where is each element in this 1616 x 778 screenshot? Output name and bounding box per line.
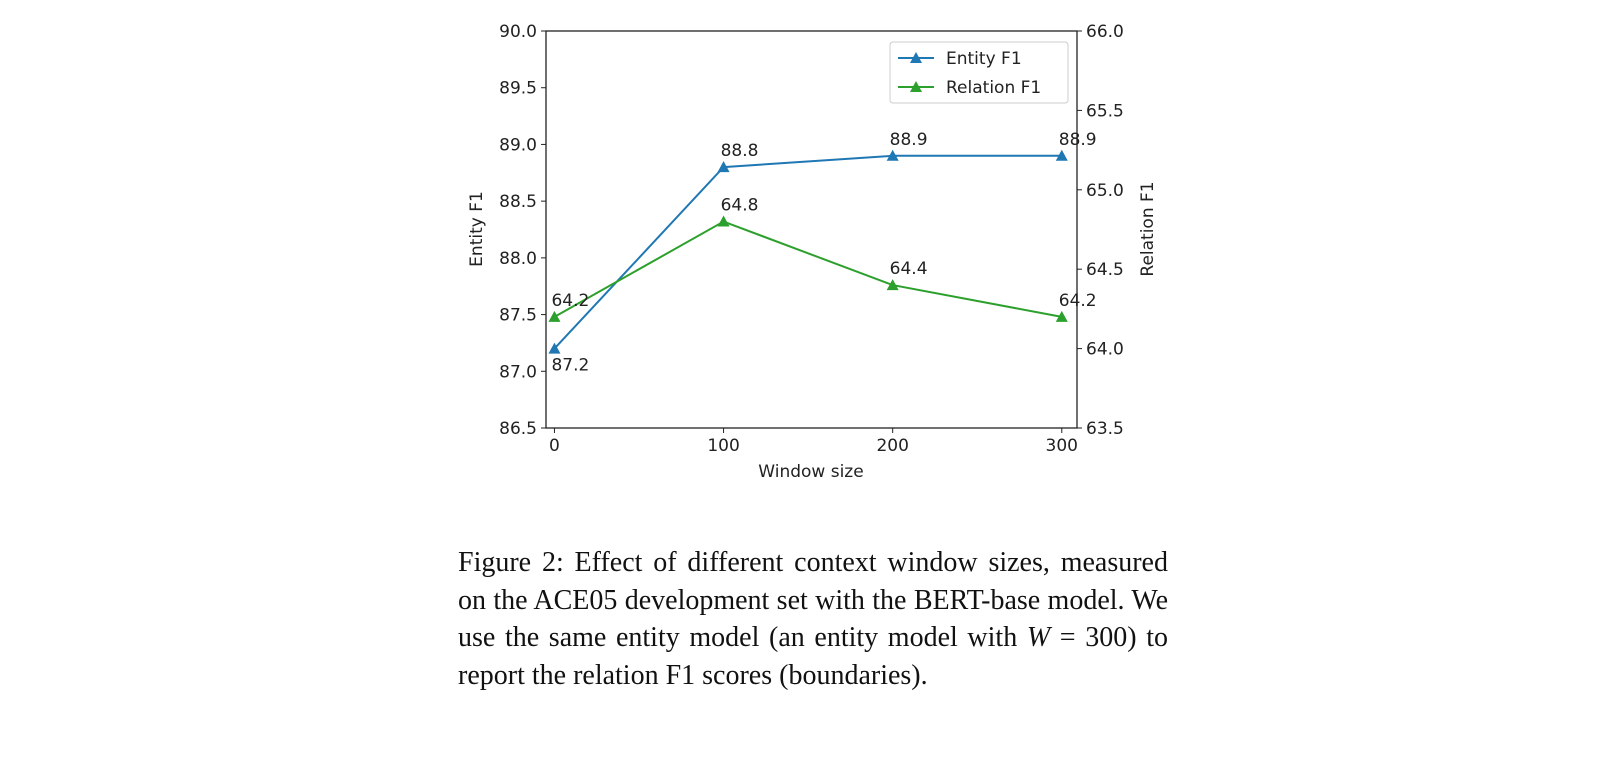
series-line-relation bbox=[553, 220, 1062, 318]
x-tick-label: 300 bbox=[1046, 436, 1078, 456]
data-point bbox=[886, 149, 899, 161]
y-axis-label-right: Relation F1 bbox=[1138, 181, 1158, 276]
data-label: 88.9 bbox=[890, 130, 928, 150]
x-tick-label: 0 bbox=[549, 436, 560, 456]
y-tick-label-right: 65.5 bbox=[1086, 101, 1124, 121]
caption-text-start: Figure 2: Effect of different context wi… bbox=[458, 547, 1168, 653]
data-point bbox=[1055, 149, 1068, 161]
x-axis-label: Window size bbox=[758, 462, 863, 482]
legend-marker-relation bbox=[910, 81, 922, 92]
y-tick-label-right: 66.0 bbox=[1086, 22, 1124, 42]
y-tick-label-right: 65.0 bbox=[1086, 181, 1124, 201]
legend-label-relation: Relation F1 bbox=[946, 78, 1041, 98]
data-label: 88.8 bbox=[721, 141, 759, 161]
y-tick-label-left: 90.0 bbox=[499, 22, 537, 42]
data-label: 64.4 bbox=[890, 259, 928, 279]
legend-label-entity: Entity F1 bbox=[946, 49, 1022, 69]
data-point bbox=[717, 161, 730, 173]
y-tick-label-left: 86.5 bbox=[499, 419, 537, 439]
y-axis-label-left: Entity F1 bbox=[467, 191, 487, 267]
y-tick-label-right: 64.0 bbox=[1086, 340, 1124, 360]
line-chart: 87.2 88.8 88.9 88.9 64.2 64.8 64.4 64.2 0 100 200… bbox=[467, 22, 1158, 482]
x-tick-label: 200 bbox=[876, 436, 908, 456]
y-tick-label-left: 87.5 bbox=[499, 306, 537, 326]
y-tick-label-right: 64.5 bbox=[1086, 260, 1124, 280]
y-tick-label-left: 88.0 bbox=[499, 249, 537, 269]
caption-variable: W bbox=[1026, 622, 1051, 653]
data-label: 87.2 bbox=[551, 356, 589, 376]
data-point bbox=[886, 279, 899, 291]
legend: Entity F1 Relation F1 bbox=[889, 41, 1069, 104]
data-point bbox=[548, 310, 561, 322]
plot-frame bbox=[545, 30, 1078, 429]
data-label: 88.9 bbox=[1059, 130, 1097, 150]
y-tick-label-left: 88.5 bbox=[499, 192, 537, 212]
y-tick-label-left: 89.5 bbox=[499, 79, 537, 99]
figure-caption: Figure 2: Effect of different context wi… bbox=[458, 544, 1168, 694]
data-label: 64.2 bbox=[1059, 291, 1097, 311]
data-label: 64.8 bbox=[721, 196, 759, 216]
y-tick-label-left: 89.0 bbox=[499, 135, 537, 155]
data-point bbox=[717, 215, 730, 227]
data-label: 64.2 bbox=[551, 291, 589, 311]
data-point bbox=[548, 342, 561, 354]
caption-equation: = 300 bbox=[1050, 622, 1128, 653]
y-tick-label-right: 63.5 bbox=[1086, 419, 1124, 439]
series-line-entity bbox=[553, 154, 1062, 350]
y-tick-label-left: 87.0 bbox=[499, 362, 537, 382]
legend-box bbox=[889, 41, 1069, 104]
data-point bbox=[1055, 310, 1068, 322]
x-tick-label: 100 bbox=[707, 436, 739, 456]
legend-marker-entity bbox=[910, 52, 922, 63]
caption-text-end: ) to report the relation F1 scores (boun… bbox=[458, 622, 1168, 691]
